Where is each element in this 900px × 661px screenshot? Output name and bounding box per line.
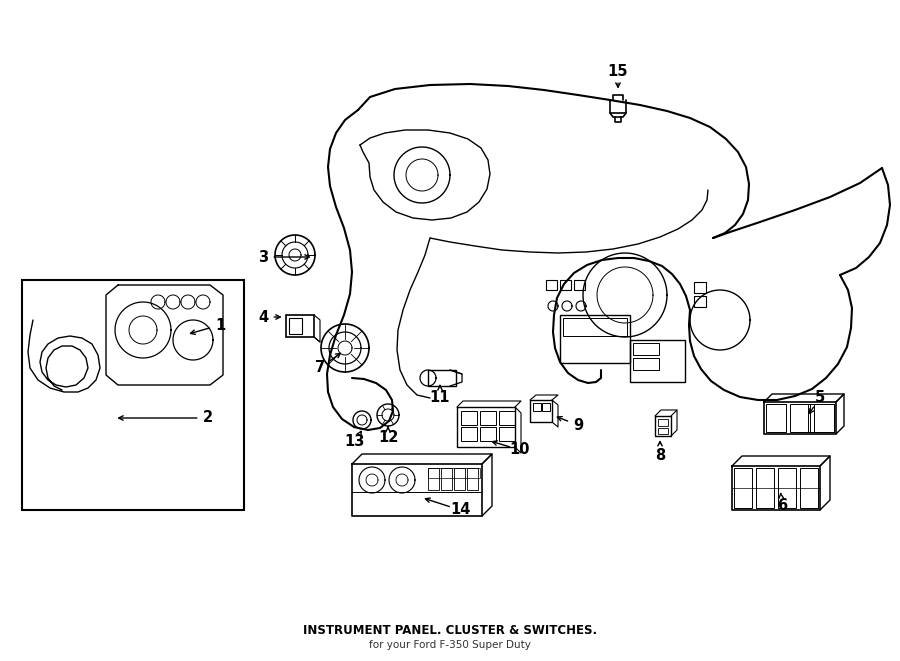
Bar [499, 427, 515, 441]
Bar [22, 280, 244, 510]
Text: 14: 14 [450, 502, 470, 518]
Bar [633, 358, 659, 370]
Bar [734, 468, 752, 508]
Bar [286, 315, 314, 337]
Bar [658, 428, 668, 434]
Text: 13: 13 [345, 434, 365, 449]
Bar [790, 404, 810, 432]
Text: 10: 10 [509, 442, 530, 457]
Bar [480, 427, 496, 441]
Bar [546, 280, 557, 290]
Text: 1: 1 [215, 317, 225, 332]
Bar [533, 403, 541, 411]
Bar [480, 411, 496, 425]
Text: 3: 3 [258, 249, 268, 264]
Text: 9: 9 [573, 418, 583, 432]
Bar [694, 282, 706, 293]
Bar [530, 400, 552, 422]
Text: 2: 2 [202, 410, 213, 426]
Bar [633, 343, 659, 355]
Bar [563, 318, 627, 336]
Bar [461, 427, 477, 441]
Bar [560, 315, 630, 363]
Bar [454, 468, 465, 490]
Bar [766, 404, 786, 432]
Text: INSTRUMENT PANEL. CLUSTER & SWITCHES.: INSTRUMENT PANEL. CLUSTER & SWITCHES. [303, 623, 597, 637]
Text: 12: 12 [378, 430, 398, 446]
Bar [499, 411, 515, 425]
Bar [630, 340, 685, 382]
Bar [814, 404, 834, 432]
Bar [778, 468, 796, 508]
Text: 7: 7 [315, 360, 325, 375]
Bar [808, 404, 834, 432]
Bar [542, 403, 550, 411]
Bar [756, 468, 774, 508]
Bar [441, 468, 452, 490]
Text: 4: 4 [258, 309, 268, 325]
Text: 6: 6 [777, 498, 788, 512]
Text: 11: 11 [430, 389, 450, 405]
Bar [289, 318, 302, 334]
Bar [428, 370, 456, 386]
Bar [658, 419, 668, 426]
Bar [428, 468, 480, 478]
Bar [467, 468, 478, 490]
Bar [428, 468, 439, 490]
Text: 5: 5 [814, 391, 825, 405]
Bar [694, 296, 706, 307]
Bar [560, 280, 571, 290]
Bar [574, 280, 585, 290]
Text: 8: 8 [655, 447, 665, 463]
Text: 15: 15 [608, 65, 628, 79]
Bar [461, 411, 477, 425]
Bar [800, 468, 818, 508]
Text: for your Ford F-350 Super Duty: for your Ford F-350 Super Duty [369, 640, 531, 650]
